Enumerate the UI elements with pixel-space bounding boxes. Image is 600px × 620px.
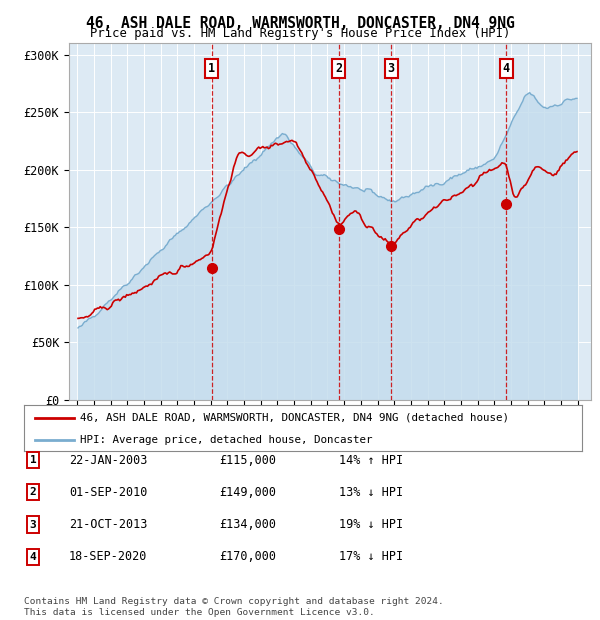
Text: 3: 3 <box>388 62 395 75</box>
Text: 19% ↓ HPI: 19% ↓ HPI <box>339 518 403 531</box>
Text: 22-JAN-2003: 22-JAN-2003 <box>69 454 148 466</box>
Text: 4: 4 <box>29 552 37 562</box>
Text: 1: 1 <box>208 62 215 75</box>
Text: Price paid vs. HM Land Registry's House Price Index (HPI): Price paid vs. HM Land Registry's House … <box>90 27 510 40</box>
Text: 2: 2 <box>335 62 342 75</box>
Text: 01-SEP-2010: 01-SEP-2010 <box>69 486 148 498</box>
Text: 3: 3 <box>29 520 37 529</box>
Text: £115,000: £115,000 <box>219 454 276 466</box>
Text: 46, ASH DALE ROAD, WARMSWORTH, DONCASTER, DN4 9NG (detached house): 46, ASH DALE ROAD, WARMSWORTH, DONCASTER… <box>80 413 509 423</box>
Text: 46, ASH DALE ROAD, WARMSWORTH, DONCASTER, DN4 9NG: 46, ASH DALE ROAD, WARMSWORTH, DONCASTER… <box>86 16 514 30</box>
Text: Contains HM Land Registry data © Crown copyright and database right 2024.
This d: Contains HM Land Registry data © Crown c… <box>24 598 444 617</box>
Text: 1: 1 <box>29 455 37 465</box>
Text: HPI: Average price, detached house, Doncaster: HPI: Average price, detached house, Donc… <box>80 435 372 445</box>
Text: £149,000: £149,000 <box>219 486 276 498</box>
Text: 2: 2 <box>29 487 37 497</box>
Text: 14% ↑ HPI: 14% ↑ HPI <box>339 454 403 466</box>
Text: 17% ↓ HPI: 17% ↓ HPI <box>339 551 403 563</box>
Text: £134,000: £134,000 <box>219 518 276 531</box>
Text: £170,000: £170,000 <box>219 551 276 563</box>
Text: 21-OCT-2013: 21-OCT-2013 <box>69 518 148 531</box>
Text: 4: 4 <box>503 62 510 75</box>
Text: 18-SEP-2020: 18-SEP-2020 <box>69 551 148 563</box>
Text: 13% ↓ HPI: 13% ↓ HPI <box>339 486 403 498</box>
